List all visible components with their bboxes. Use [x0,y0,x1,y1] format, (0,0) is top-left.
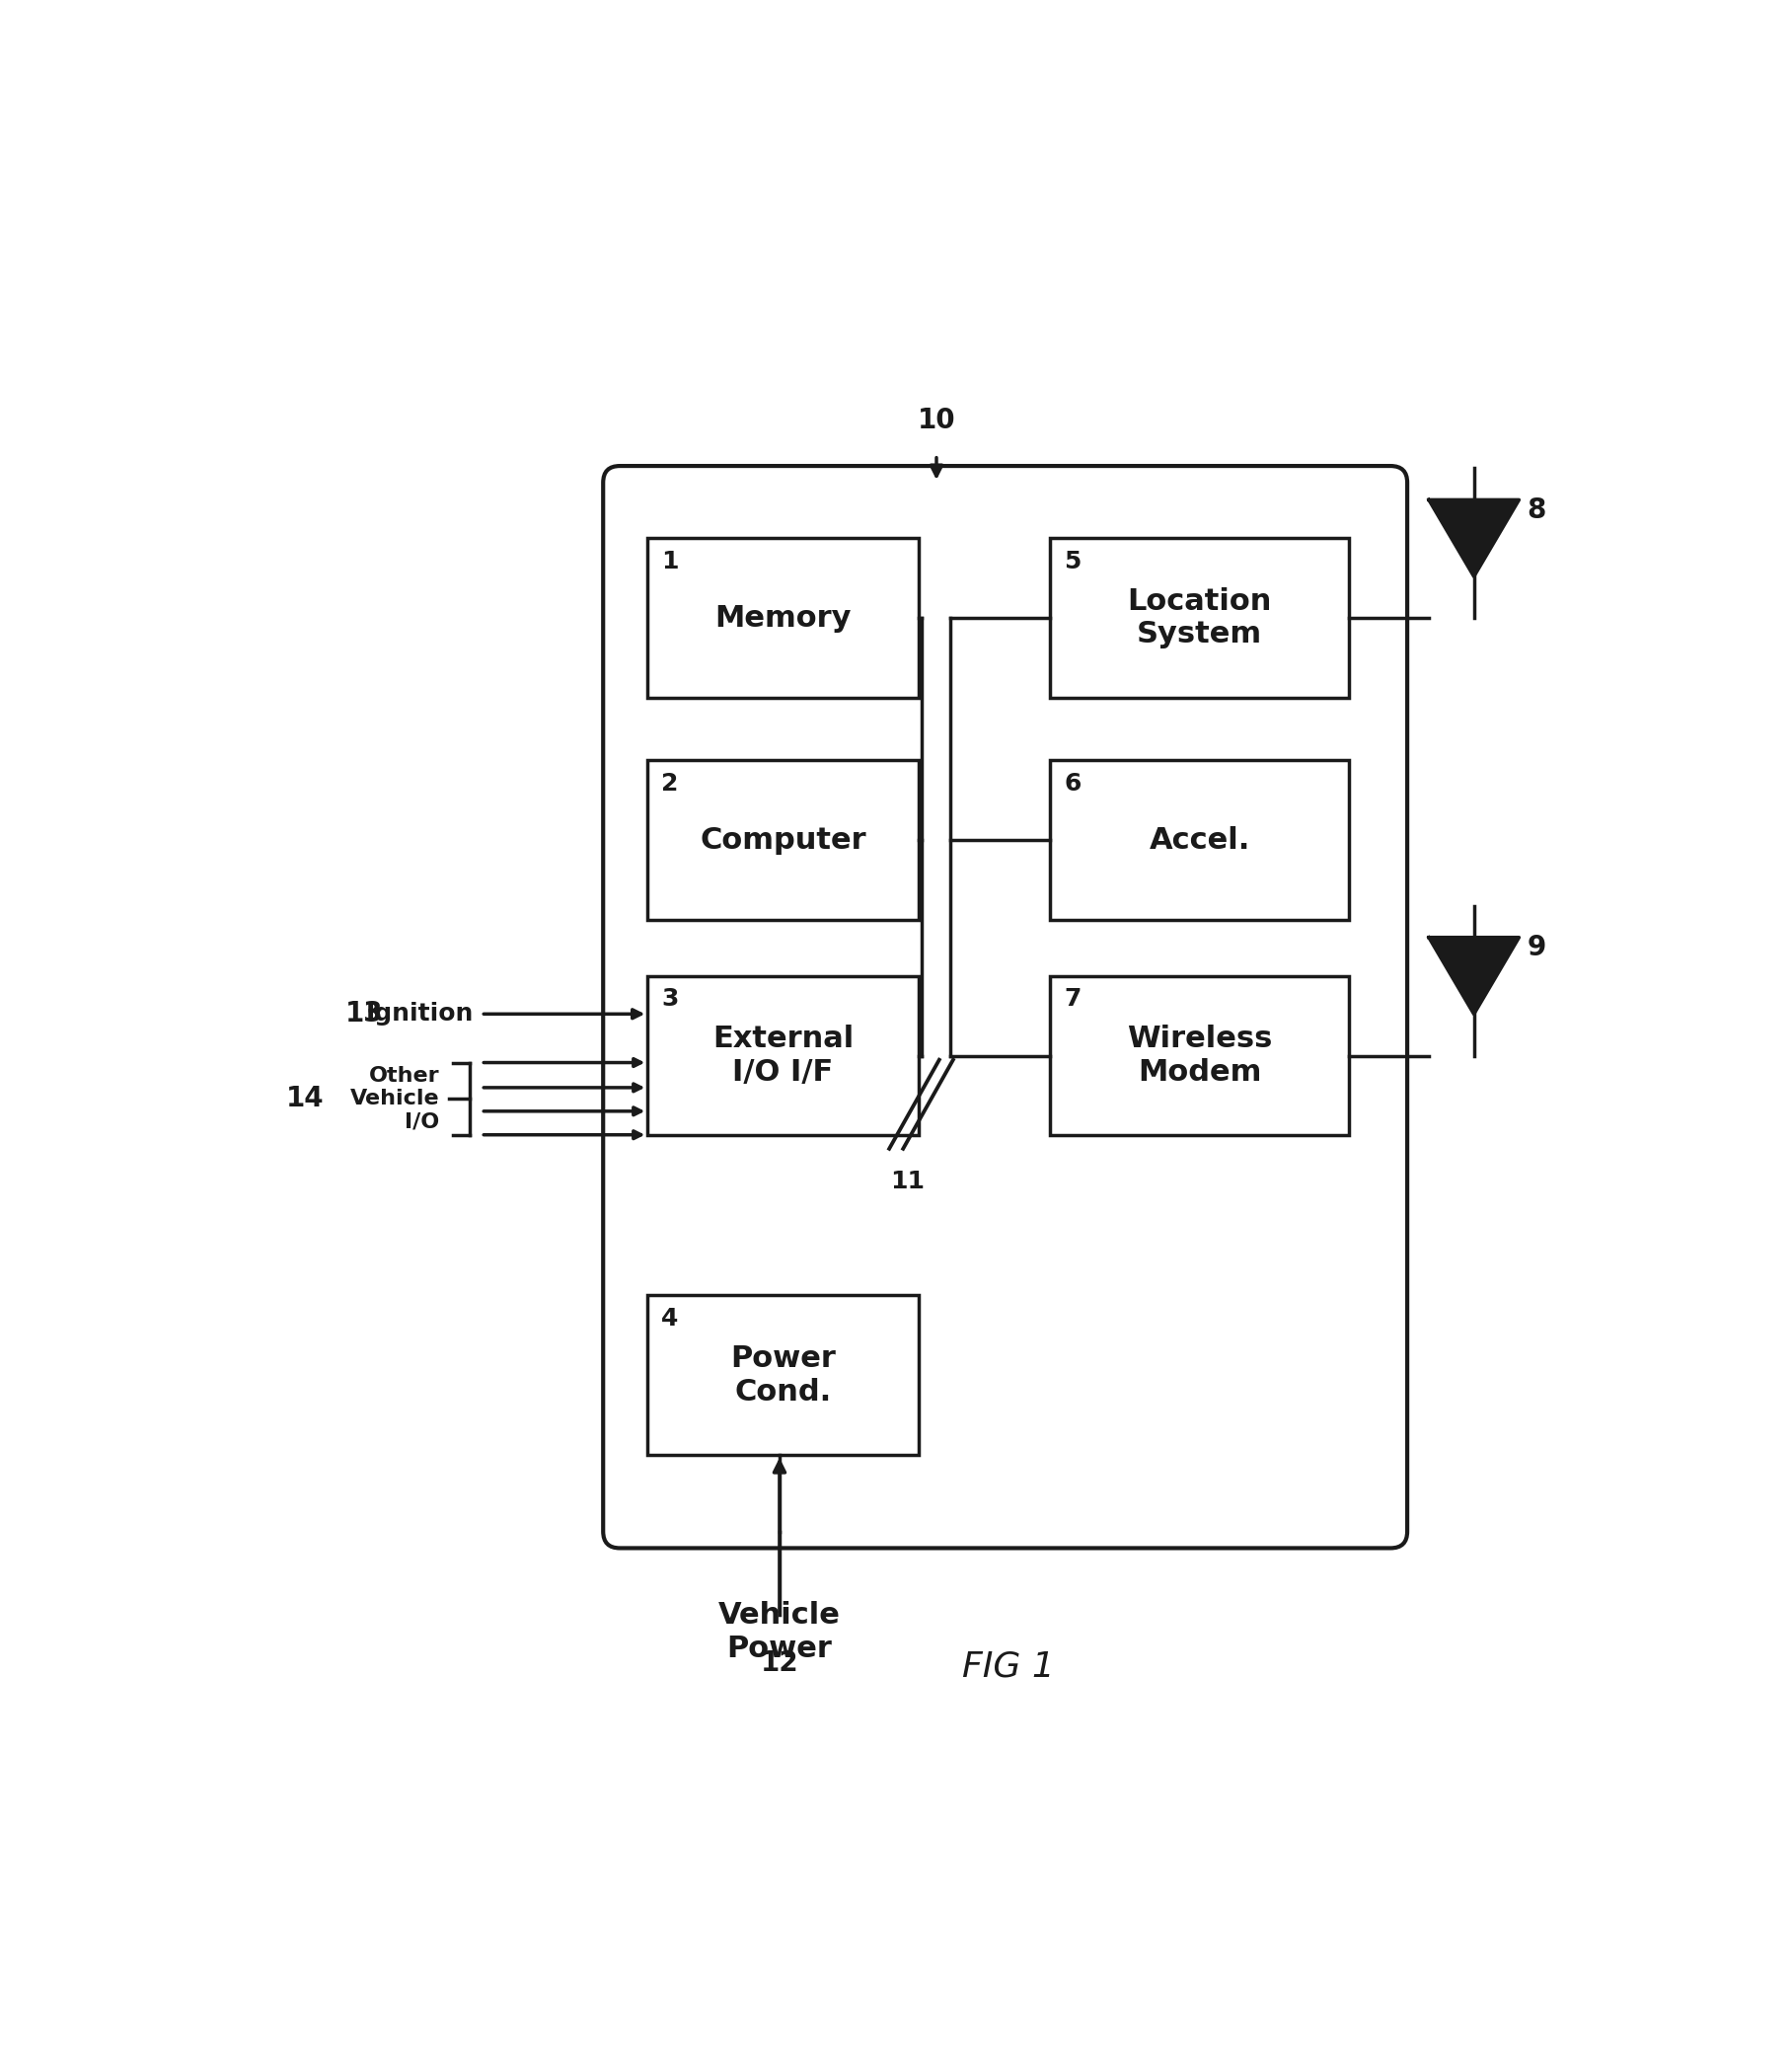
Text: 12: 12 [760,1649,799,1678]
Bar [1050,761,1349,921]
Text: 4: 4 [661,1306,679,1330]
Text: 10: 10 [918,407,955,434]
Text: Computer: Computer [701,827,866,855]
FancyBboxPatch shape [604,467,1407,1548]
Text: 11: 11 [891,1170,925,1192]
Text: 9: 9 [1527,933,1546,962]
Bar [647,977,919,1135]
Text: 13: 13 [346,999,383,1028]
Text: External
I/O I/F: External I/O I/F [711,1024,853,1086]
Text: 1: 1 [661,549,679,574]
Bar [1050,977,1349,1135]
Text: 7: 7 [1064,987,1081,1012]
Text: Vehicle
Power: Vehicle Power [719,1602,840,1663]
Text: 3: 3 [661,987,679,1012]
Bar [647,761,919,921]
Polygon shape [1428,938,1520,1014]
Polygon shape [1428,500,1520,576]
Text: Other
Vehicle
I/O: Other Vehicle I/O [349,1065,439,1131]
Text: Wireless
Modem: Wireless Modem [1127,1024,1272,1086]
Text: 6: 6 [1064,771,1081,796]
Text: Power
Cond.: Power Cond. [731,1345,835,1406]
Text: Memory: Memory [715,604,851,633]
Text: 2: 2 [661,771,679,796]
Text: 8: 8 [1527,498,1546,524]
Text: FIG 1: FIG 1 [962,1649,1055,1684]
Bar [1050,539,1349,697]
Bar [647,539,919,697]
Text: Accel.: Accel. [1149,827,1251,855]
Text: Ignition: Ignition [366,1001,473,1026]
Text: Location
System: Location System [1127,588,1272,650]
Text: 14: 14 [287,1086,324,1112]
Bar [647,1295,919,1456]
Text: 5: 5 [1064,549,1081,574]
